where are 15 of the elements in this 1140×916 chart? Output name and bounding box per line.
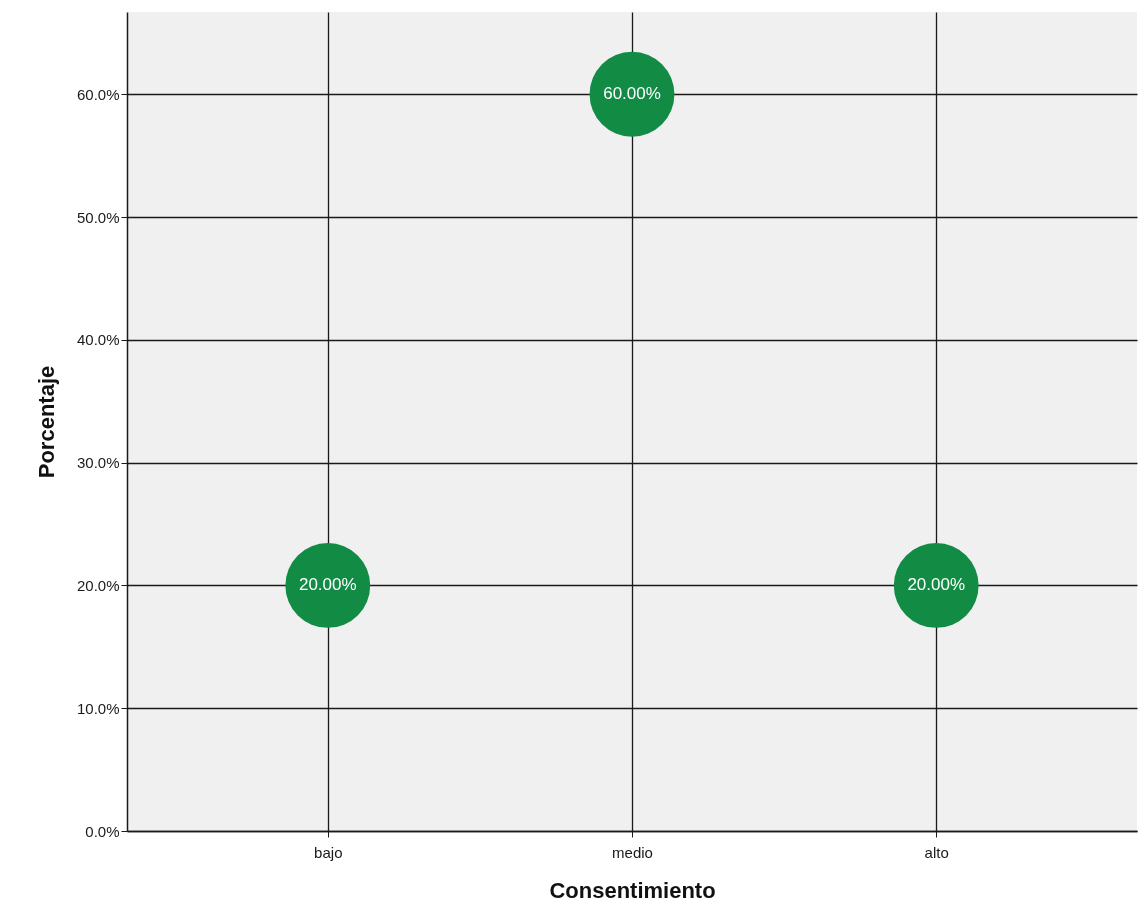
y-axis-title: Porcentaje [33, 365, 59, 479]
x-tick-label: medio [612, 843, 653, 861]
y-tick-label: 40.0% [76, 331, 120, 349]
y-tick-label: 50.0% [76, 208, 120, 226]
x-tick-label: alto [924, 843, 949, 861]
y-tick-label: 10.0% [76, 699, 120, 717]
y-tick-label: 30.0% [76, 454, 120, 472]
y-tick-label: 0.0% [85, 822, 120, 840]
data-label: 20.00% [907, 575, 966, 595]
y-tick-label: 20.0% [76, 576, 120, 594]
data-label: 60.00% [603, 84, 661, 104]
x-axis-title: Consentimiento [549, 877, 716, 903]
x-tick-label: bajo [314, 843, 343, 861]
data-label: 20.00% [298, 575, 357, 595]
y-tick-label: 60.0% [76, 85, 120, 103]
